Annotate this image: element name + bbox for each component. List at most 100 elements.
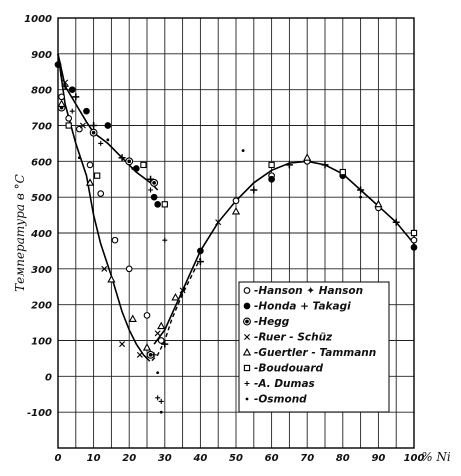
data-point — [392, 218, 400, 226]
data-point — [140, 161, 147, 169]
y-tick-label: 0 — [45, 372, 52, 383]
data-point — [136, 351, 143, 358]
y-axis-label: Температура в °C — [13, 174, 27, 292]
phase-curve — [57, 53, 159, 191]
data-point — [143, 312, 151, 319]
data-point — [154, 330, 161, 337]
legend-entry: -Boudouard — [254, 363, 324, 375]
x-tick-label: 0 — [55, 453, 62, 464]
data-point — [155, 395, 161, 401]
data-point — [132, 165, 140, 172]
legend: -Hanson ✦ Hanson -Honda + Takagi -Hegg -Rue… — [238, 281, 390, 413]
x-tick-label: 40 — [192, 453, 207, 464]
y-tick-label: 200 — [31, 301, 52, 312]
data-point — [101, 265, 108, 272]
data-point — [268, 161, 275, 169]
series-6 — [65, 122, 418, 237]
data-point — [119, 341, 126, 348]
y-tick-label: 400 — [30, 229, 52, 240]
data-point — [104, 122, 112, 129]
series-7 — [69, 108, 168, 404]
data-point — [97, 190, 105, 197]
data-point — [159, 410, 163, 414]
curves — [57, 53, 415, 363]
x-tick-label: 50 — [229, 453, 243, 464]
data-point — [321, 161, 329, 169]
data-point — [268, 175, 275, 183]
data-point — [250, 186, 258, 194]
y-tick-label: -100 — [27, 408, 52, 419]
data-point — [98, 140, 104, 146]
data-point — [125, 265, 133, 273]
x-tick-label: 90 — [371, 453, 385, 464]
x-tick-label: 20 — [122, 453, 136, 464]
series-2 — [54, 61, 418, 255]
legend-entry: -Guertler - Tammann — [254, 347, 376, 359]
data-point — [374, 199, 383, 208]
phase-curve — [153, 160, 415, 345]
y-tick-label: 600 — [31, 157, 52, 168]
series-8 — [60, 73, 362, 414]
data-point — [146, 350, 155, 359]
legend-marker — [243, 302, 251, 310]
data-point — [157, 337, 165, 344]
data-point — [65, 114, 73, 122]
data-point — [171, 292, 180, 301]
legend-entry: -Ruer - Schüz — [254, 332, 333, 344]
data-point — [179, 287, 186, 294]
y-tick-label: 1000 — [24, 14, 52, 25]
data-point — [57, 99, 66, 107]
data-point — [339, 168, 346, 176]
data-point — [83, 107, 90, 115]
data-point — [131, 167, 135, 170]
phase-curve — [57, 53, 148, 359]
legend-marker — [243, 364, 251, 372]
legend-box — [238, 281, 390, 413]
y-tick-label: 300 — [31, 265, 52, 276]
legend-marker — [245, 397, 249, 401]
data-point — [90, 122, 98, 129]
data-point — [107, 275, 116, 283]
data-point — [85, 178, 95, 186]
legend-marker — [244, 334, 250, 340]
data-point — [68, 86, 76, 94]
legend-marker — [243, 317, 251, 326]
y-tick-label: 800 — [31, 86, 52, 97]
x-tick-label: 100 — [404, 453, 425, 464]
x-tick-label: 10 — [87, 453, 101, 464]
x-tick-label: 60 — [265, 453, 279, 464]
data-point — [94, 172, 101, 179]
data-point — [150, 178, 159, 187]
data-point — [161, 201, 168, 208]
series-1 — [61, 82, 400, 348]
data-point — [86, 161, 94, 169]
data-point — [410, 243, 418, 251]
data-point — [65, 122, 72, 129]
data-point — [154, 200, 162, 208]
data-point — [162, 237, 168, 243]
data-point — [111, 236, 119, 244]
legend-marker — [242, 347, 252, 356]
series-5 — [57, 99, 383, 351]
data-point — [150, 193, 158, 201]
data-point — [72, 93, 80, 101]
data-point — [60, 73, 63, 77]
tick-labels: 0 10 20 30 40 50 60 70 80 90 100 -100 0 100 200 300 400 5… — [24, 14, 424, 464]
data-point — [151, 352, 157, 358]
x-axis-label: % Ni — [421, 450, 451, 464]
legend-entry: -Honda + Takagi — [254, 301, 351, 313]
data-point — [285, 161, 293, 169]
y-tick-label: 100 — [31, 337, 52, 348]
data-point — [106, 138, 110, 142]
series-4 — [62, 79, 222, 358]
data-point — [357, 186, 365, 194]
y-tick-label: 900 — [31, 50, 52, 61]
data-point — [232, 197, 240, 205]
legend-entry: -Hanson ✦ Hanson — [254, 285, 363, 297]
data-point — [142, 343, 152, 351]
data-point — [62, 79, 69, 86]
x-tick-label: 30 — [158, 453, 172, 464]
data-point — [359, 195, 362, 199]
data-point — [77, 156, 81, 160]
data-point — [197, 247, 204, 255]
